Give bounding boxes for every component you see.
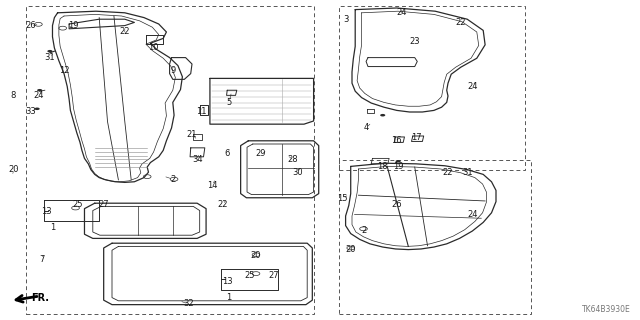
Circle shape xyxy=(380,114,385,116)
Text: 33: 33 xyxy=(26,108,36,116)
Text: 17: 17 xyxy=(411,133,421,142)
Text: 30: 30 xyxy=(292,168,303,177)
Text: 31: 31 xyxy=(462,168,472,177)
Text: 22: 22 xyxy=(456,18,466,27)
Text: TK64B3930E: TK64B3930E xyxy=(582,305,630,314)
Text: 22: 22 xyxy=(218,200,228,209)
Text: 26: 26 xyxy=(392,200,402,209)
Text: 25: 25 xyxy=(244,271,255,280)
Text: 19: 19 xyxy=(68,21,79,30)
Text: 10: 10 xyxy=(148,44,159,52)
Bar xyxy=(339,6,525,170)
Text: 29: 29 xyxy=(256,149,266,158)
Text: 12: 12 xyxy=(59,66,69,75)
Text: 13: 13 xyxy=(41,207,51,216)
Text: FR.: FR. xyxy=(31,292,49,303)
Text: 25: 25 xyxy=(73,200,83,209)
Text: 9: 9 xyxy=(170,66,175,75)
Text: 19: 19 xyxy=(393,162,403,171)
Text: 13: 13 xyxy=(222,277,232,286)
Text: 1: 1 xyxy=(50,223,55,232)
Circle shape xyxy=(47,50,52,52)
Text: 28: 28 xyxy=(288,156,298,164)
Text: 5: 5 xyxy=(227,98,232,107)
Circle shape xyxy=(396,160,401,163)
Text: 2: 2 xyxy=(361,226,366,235)
Text: 26: 26 xyxy=(26,21,36,30)
Text: 31: 31 xyxy=(45,53,55,62)
Text: 24: 24 xyxy=(33,92,44,100)
Text: 11: 11 xyxy=(196,108,207,116)
Text: 4: 4 xyxy=(364,124,369,132)
Bar xyxy=(26,6,314,314)
Text: 3: 3 xyxy=(343,15,348,24)
Text: 6: 6 xyxy=(225,149,230,158)
Text: 27: 27 xyxy=(99,200,109,209)
Text: 8: 8 xyxy=(10,92,15,100)
Text: 16: 16 xyxy=(392,136,402,145)
Text: 1: 1 xyxy=(227,293,232,302)
Text: 14: 14 xyxy=(207,181,218,190)
Text: 2: 2 xyxy=(170,175,175,184)
Text: 22: 22 xyxy=(120,28,130,36)
Text: 20: 20 xyxy=(251,252,261,260)
Text: 20: 20 xyxy=(9,165,19,174)
Text: 20: 20 xyxy=(346,245,356,254)
Bar xyxy=(339,160,531,314)
Text: 15: 15 xyxy=(337,194,348,203)
Circle shape xyxy=(35,108,40,110)
Text: 7: 7 xyxy=(39,255,44,264)
Text: 24: 24 xyxy=(467,82,477,91)
Text: 23: 23 xyxy=(410,37,420,46)
Text: 18: 18 xyxy=(378,162,388,171)
Text: 24: 24 xyxy=(467,210,477,219)
Text: 21: 21 xyxy=(187,130,197,139)
Text: 34: 34 xyxy=(192,156,202,164)
Text: 22: 22 xyxy=(443,168,453,177)
Circle shape xyxy=(37,89,42,92)
Text: 27: 27 xyxy=(269,271,279,280)
Text: 24: 24 xyxy=(397,8,407,17)
Text: 32: 32 xyxy=(184,300,194,308)
